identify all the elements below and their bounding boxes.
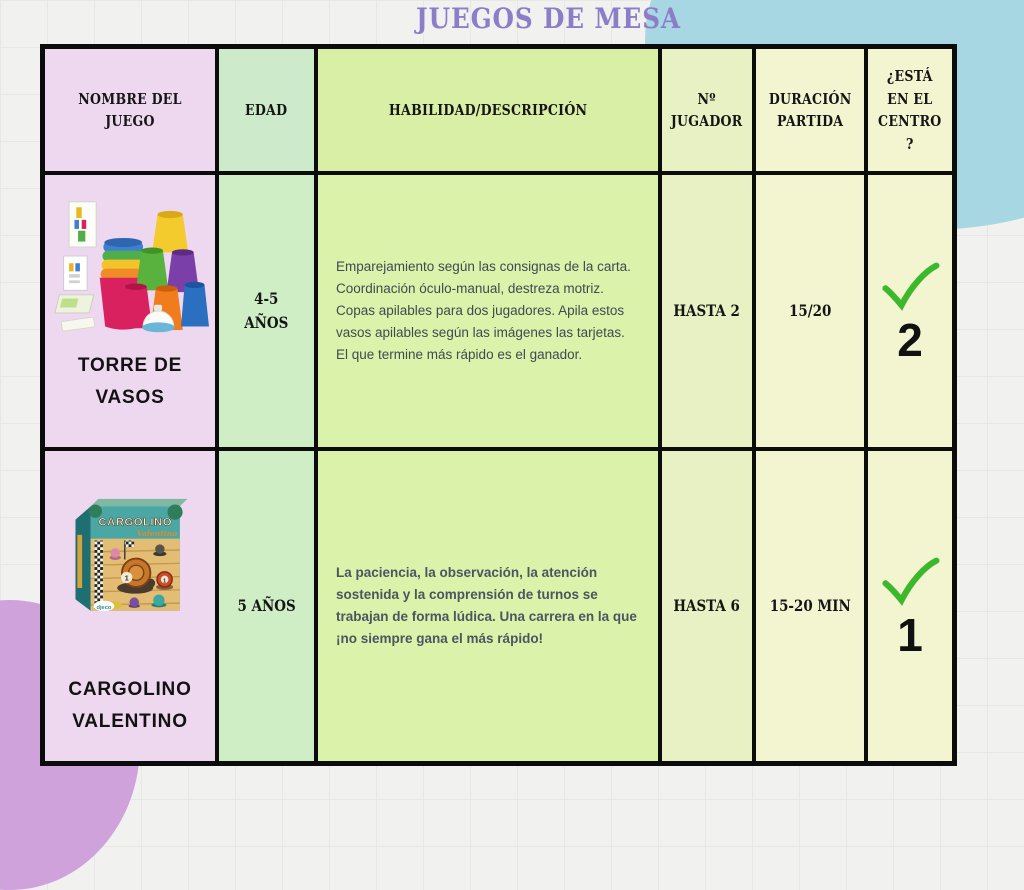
header-habilidad-descripcion: HABILIDAD/DESCRIPCIÓN — [318, 49, 658, 171]
cell-edad-row1: 4-5 AÑOS — [219, 175, 314, 447]
cell-nombre-cargolino: CARGOLINO Valentino 1 — [45, 451, 215, 761]
header-label: EDAD — [245, 100, 288, 119]
header-edad: EDAD — [219, 49, 314, 171]
header-duracion-partida: DURACIÓN PARTIDA — [756, 49, 864, 171]
svg-text:djeco: djeco — [97, 605, 112, 611]
cell-descripcion-row1: Emparejamiento según las consignas de la… — [318, 175, 658, 447]
descripcion-text: La paciencia, la observación, la atenció… — [336, 565, 637, 646]
cell-jugadores-row2: HASTA 6 — [662, 451, 752, 761]
cell-nombre-torre-de-vasos: TORRE DE VASOS — [45, 175, 215, 447]
page-header: JUEGOS DE MESA — [0, 2, 1024, 35]
svg-text:1: 1 — [163, 578, 166, 584]
game-name: TORRE DE VASOS — [77, 355, 183, 409]
cell-edad-row2: 5 AÑOS — [219, 451, 314, 761]
svg-text:Valentino: Valentino — [137, 529, 177, 538]
check-icon — [882, 262, 940, 311]
cell-centro-row2: 1 — [868, 451, 952, 761]
torre-de-vasos-image — [54, 201, 209, 333]
jugadores-value: HASTA 2 — [673, 301, 741, 320]
cell-duracion-row1: 15/20 — [756, 175, 864, 447]
cell-centro-row1: 2 — [868, 175, 952, 447]
header-label: ¿ESTÁ EN EL CENTRO ? — [878, 67, 942, 153]
header-nombre-del-juego: NOMBRE DEL JUEGO — [45, 49, 215, 171]
header-label: Nº JUGADOR — [671, 89, 743, 131]
header-num-jugador: Nº JUGADOR — [662, 49, 752, 171]
jugadores-value: HASTA 6 — [673, 596, 741, 615]
game-name: CARGOLINO VALENTINO — [68, 679, 192, 733]
svg-text:1: 1 — [125, 573, 129, 582]
descripcion-text: Emparejamiento según las consignas de la… — [336, 259, 631, 362]
cell-duracion-row2: 15-20 MIN — [756, 451, 864, 761]
centro-cantidad: 1 — [897, 609, 923, 661]
header-label: DURACIÓN PARTIDA — [768, 89, 852, 131]
header-label: HABILIDAD/DESCRIPCIÓN — [388, 100, 588, 119]
board-games-table: NOMBRE DEL JUEGO EDAD HABILIDAD/DESCRIPC… — [40, 44, 957, 766]
svg-text:CARGOLINO: CARGOLINO — [98, 516, 172, 528]
cell-descripcion-row2: La paciencia, la observación, la atenció… — [318, 451, 658, 761]
duracion-value: 15-20 MIN — [769, 596, 851, 615]
duracion-value: 15/20 — [788, 301, 832, 320]
edad-value: 5 AÑOS — [237, 596, 296, 615]
cargolino-valentino-image: CARGOLINO Valentino 1 — [75, 498, 188, 612]
page-title: JUEGOS DE MESA — [415, 2, 681, 35]
check-icon — [882, 557, 940, 606]
centro-cantidad: 2 — [897, 314, 923, 366]
header-label: NOMBRE DEL JUEGO — [78, 89, 182, 131]
cell-jugadores-row1: HASTA 2 — [662, 175, 752, 447]
edad-value: 4-5 AÑOS — [244, 289, 289, 332]
header-esta-en-el-centro: ¿ESTÁ EN EL CENTRO ? — [868, 49, 952, 171]
